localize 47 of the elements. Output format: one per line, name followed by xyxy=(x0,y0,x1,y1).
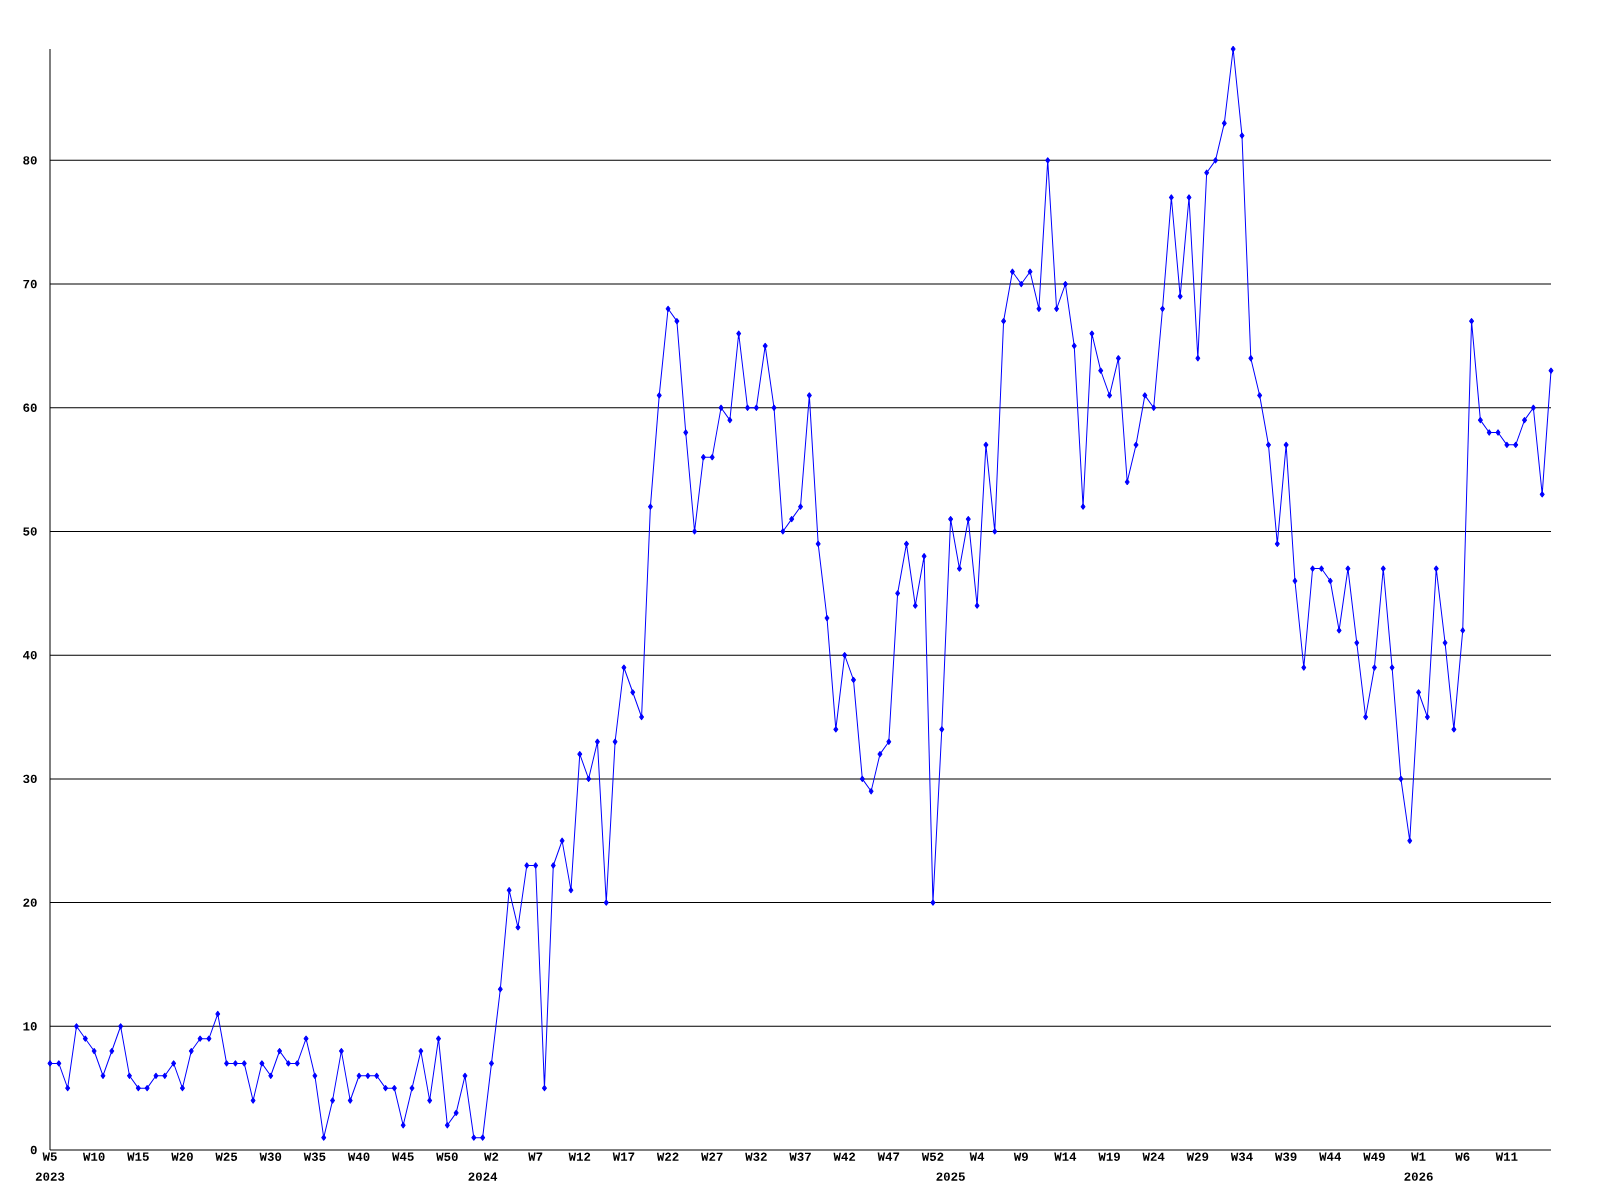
x-tick-label: W12 xyxy=(568,1152,591,1161)
x-tick-label: W25 xyxy=(215,1152,238,1161)
text: 2023 xyxy=(35,1172,65,1181)
y-tick-label: 50 xyxy=(23,527,37,536)
x-tick-label: W20 xyxy=(171,1152,193,1161)
x-tick-label: W37 xyxy=(789,1152,811,1161)
x-tick-label: W40 xyxy=(347,1152,370,1161)
x-tick-label: W6 xyxy=(1455,1152,1470,1161)
x-tick-label: W34 xyxy=(1230,1152,1253,1161)
y-tick-label: 70 xyxy=(23,279,37,289)
x-tick-label: W49 xyxy=(1363,1152,1385,1161)
x-tick-label: W32 xyxy=(745,1152,767,1161)
x-tick-label: W22 xyxy=(656,1152,679,1161)
x-tick-label: W45 xyxy=(392,1152,414,1161)
x-tick-label: W5 xyxy=(42,1152,57,1161)
y-tick-label: 80 xyxy=(23,156,37,165)
text: 2025 xyxy=(936,1172,965,1181)
x-tick-label: W52 xyxy=(921,1152,944,1161)
x-tick-label: W17 xyxy=(612,1152,635,1161)
x-tick-label: W9 xyxy=(1013,1152,1028,1161)
text: 2026 xyxy=(1404,1172,1433,1181)
x-tick-label: W11 xyxy=(1495,1152,1518,1161)
y-tick-label: 10 xyxy=(23,1022,37,1031)
x-tick-label: W39 xyxy=(1274,1152,1297,1161)
x-tick-label: W47 xyxy=(877,1152,900,1161)
x-tick-label: W42 xyxy=(833,1152,856,1161)
x-tick-label: W44 xyxy=(1319,1152,1342,1161)
x-tick-label: W27 xyxy=(701,1152,723,1161)
x-tick-label: W29 xyxy=(1186,1152,1209,1161)
x-tick-label: W2 xyxy=(484,1152,499,1161)
x-tick-label: W4 xyxy=(969,1152,985,1161)
x-tick-label: W15 xyxy=(127,1152,149,1161)
x-tick-label: W19 xyxy=(1098,1152,1120,1161)
x-tick-label: W30 xyxy=(259,1152,282,1161)
y-tick-label: 20 xyxy=(23,898,37,907)
x-tick-label: W24 xyxy=(1142,1152,1165,1161)
x-tick-label: W14 xyxy=(1054,1152,1077,1161)
y-tick-label: 30 xyxy=(23,774,37,784)
x-tick-label: W10 xyxy=(82,1152,105,1161)
y-tick-label: 40 xyxy=(23,650,37,660)
x-tick-label: W50 xyxy=(436,1152,458,1161)
y-tick-label: 60 xyxy=(23,403,37,412)
text: 2024 xyxy=(468,1172,498,1181)
x-tick-label: W1 xyxy=(1411,1152,1426,1161)
x-tick-label: W7 xyxy=(528,1152,543,1161)
y-tick-label: 0 xyxy=(30,1145,37,1155)
x-tick-label: W35 xyxy=(303,1152,326,1161)
